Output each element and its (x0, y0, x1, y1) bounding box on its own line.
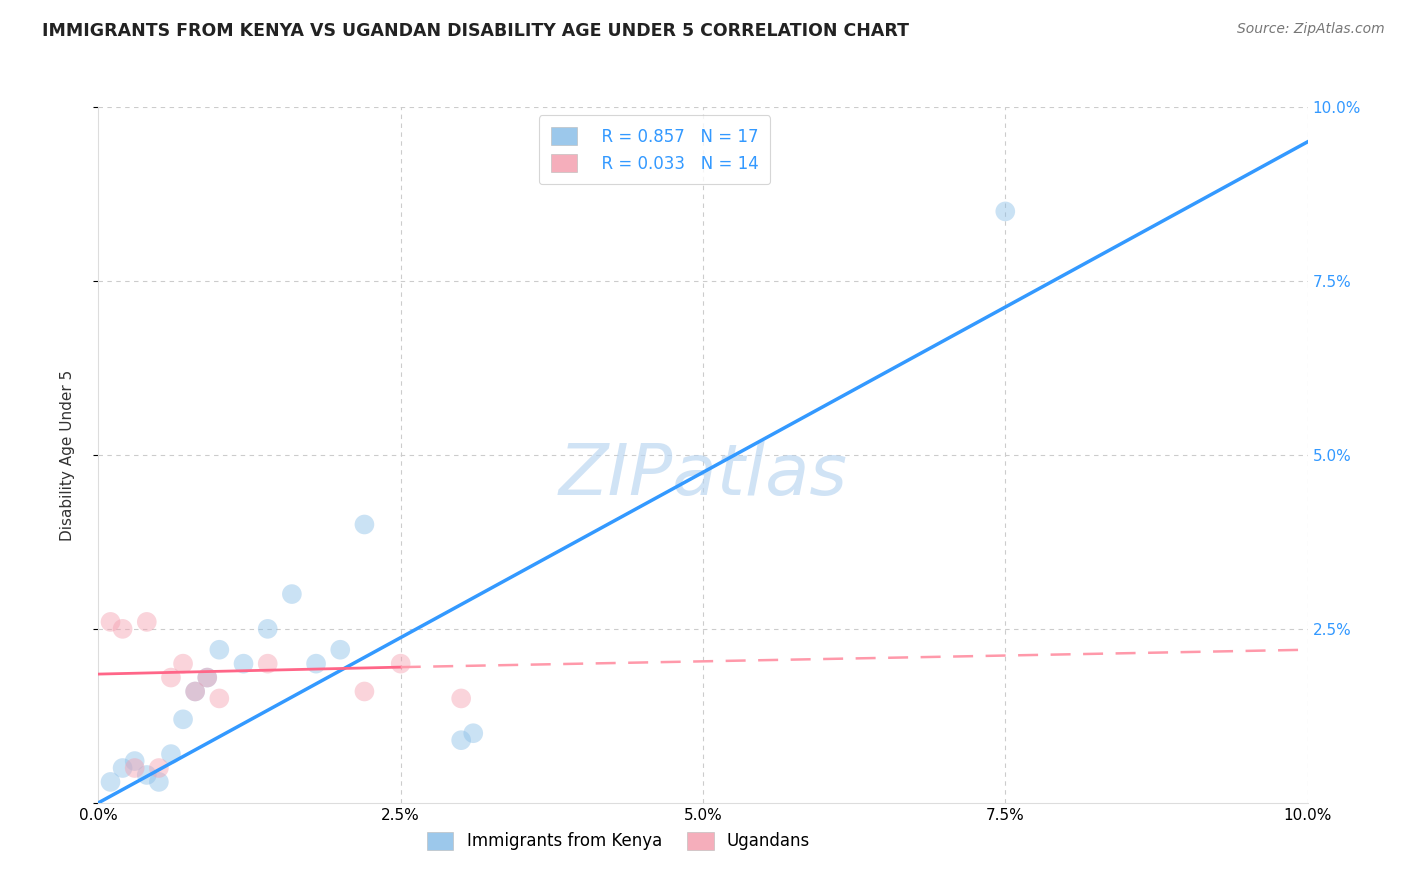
Point (353, 684, 375, 698)
Point (111, 622, 134, 636)
Point (994, 204, 1017, 219)
Point (111, 761, 134, 775)
Point (160, 671, 183, 685)
Point (100, 615, 122, 629)
Point (232, 657, 254, 671)
Point (172, 712, 194, 726)
Point (389, 657, 412, 671)
Text: ZIPatlas: ZIPatlas (558, 442, 848, 510)
Legend: Immigrants from Kenya, Ugandans: Immigrants from Kenya, Ugandans (420, 825, 817, 857)
Point (329, 642, 352, 657)
Point (195, 671, 218, 685)
Point (135, 615, 157, 629)
Point (160, 747, 183, 761)
Point (172, 657, 194, 671)
Point (305, 657, 328, 671)
Point (463, 726, 485, 740)
Point (100, 775, 122, 789)
Point (124, 754, 146, 768)
Point (256, 657, 278, 671)
Y-axis label: Disability Age Under 5: Disability Age Under 5 (60, 369, 75, 541)
Point (184, 684, 207, 698)
Point (124, 761, 146, 775)
Point (208, 691, 231, 706)
Point (148, 761, 170, 775)
Point (184, 684, 207, 698)
Point (148, 775, 170, 789)
Text: Source: ZipAtlas.com: Source: ZipAtlas.com (1237, 22, 1385, 37)
Point (256, 622, 278, 636)
Point (281, 587, 304, 601)
Point (450, 691, 472, 706)
Point (195, 671, 218, 685)
Point (450, 733, 472, 747)
Text: IMMIGRANTS FROM KENYA VS UGANDAN DISABILITY AGE UNDER 5 CORRELATION CHART: IMMIGRANTS FROM KENYA VS UGANDAN DISABIL… (42, 22, 910, 40)
Point (135, 768, 157, 782)
Point (208, 642, 231, 657)
Point (353, 517, 375, 532)
